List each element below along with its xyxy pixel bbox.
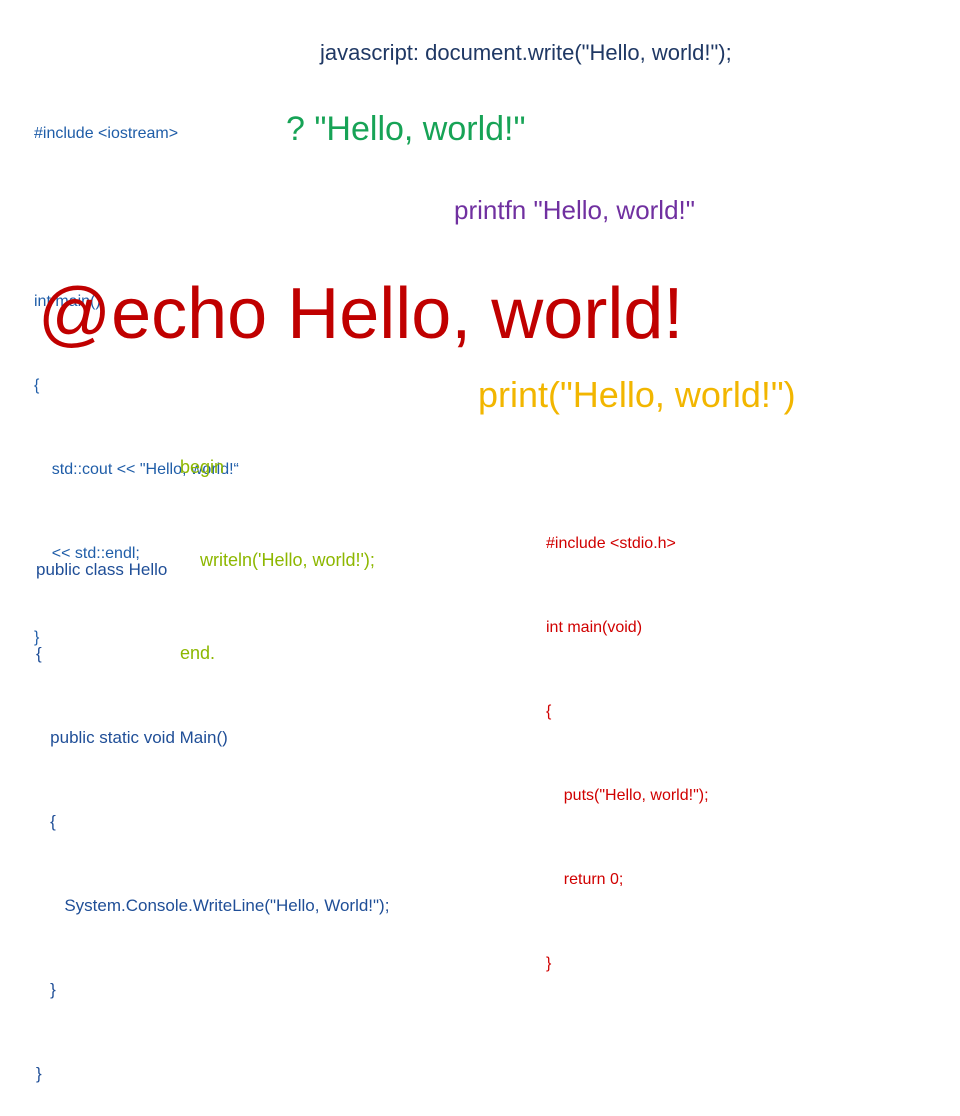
code-line: } [546,955,552,972]
code-line: { [34,377,40,394]
python-hello-world-line: print("Hello, world!") [478,374,796,415]
code-line: #include <stdio.h> [546,535,676,552]
code-line: } [36,1064,42,1083]
code-line: int main(void) [546,619,643,636]
code-line: { [546,703,552,720]
code-line [34,204,239,232]
batch-hello-world-line: @echo Hello, world! [38,274,684,354]
code-line: } [36,980,56,999]
code-line: end. [180,643,216,663]
javascript-hello-world-line: javascript: document.write("Hello, world… [320,40,732,65]
code-line: puts("Hello, world!"); [546,787,709,804]
code-line: int main() [34,293,101,310]
code-line: { [36,812,56,831]
c-hello-world-snippet: #include <stdio.h> int main(void) { puts… [546,474,709,1006]
cpp-hello-world-snippet: #include <iostream> int main() { std::co… [34,64,239,680]
code-line: } [34,629,40,646]
code-line: public class Hello [36,560,168,579]
code-line: << std::endl; [34,545,140,562]
pascal-hello-world-snippet: begin writeln('Hello, world!'); end. [180,390,375,700]
code-line: { [36,644,42,663]
fsharp-hello-world-line: printfn "Hello, world!" [454,195,695,225]
csharp-hello-world-snippet: public class Hello { public static void … [36,500,389,1116]
code-line: public static void Main() [36,728,228,747]
code-line: return 0; [546,871,624,888]
code-line: System.Console.WriteLine("Hello, World!"… [36,896,390,915]
code-line: begin [180,457,225,477]
code-line: #include <iostream> [34,125,179,142]
code-line: writeln('Hello, world!'); [180,550,375,570]
code-line: std::cout << "Hello, world!“ [34,461,239,478]
basic-hello-world-line: ? "Hello, world!" [286,110,526,148]
